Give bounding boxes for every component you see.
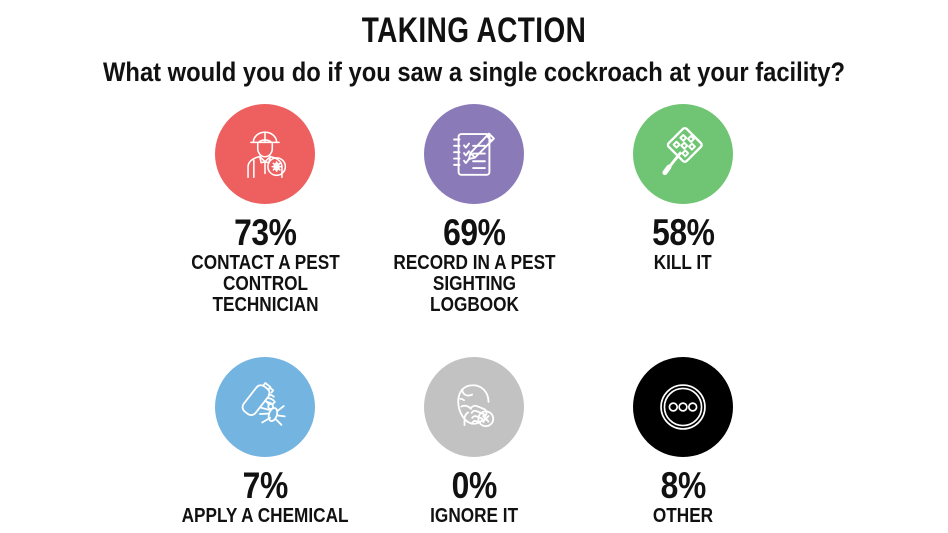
page-title: TAKING ACTION	[361, 11, 587, 50]
page-subtitle: What would you do if you saw a single co…	[103, 57, 845, 87]
icon-circle-other	[633, 357, 733, 458]
answer-label: APPLY A CHEMICAL	[181, 505, 349, 528]
icon-circle-kill-it	[633, 104, 733, 204]
spray-can-bug-icon	[235, 377, 295, 437]
answer-item-contact-technician: 73% CONTACT A PEST CONTROL TECHNICIAN	[163, 104, 368, 316]
answers-row-1: 73% CONTACT A PEST CONTROL TECHNICIAN	[0, 104, 948, 316]
answer-item-ignore-it: 0% IGNORE IT	[372, 357, 577, 527]
icon-circle-apply-chemical	[215, 357, 315, 458]
answer-percent: 69%	[442, 212, 506, 253]
answer-item-kill-it: 58% KILL IT	[581, 104, 786, 274]
answer-label: RECORD IN A PEST SIGHTING LOGBOOK	[392, 252, 556, 317]
answer-percent: 73%	[233, 212, 297, 253]
icon-circle-ignore-it	[424, 357, 524, 458]
answer-label: OTHER	[652, 505, 714, 528]
answer-percent: 0%	[451, 465, 497, 507]
logbook-pen-icon	[445, 125, 503, 183]
answer-percent: 58%	[651, 212, 715, 253]
answer-item-apply-chemical: 7% APPLY A CHEMICAL	[163, 357, 368, 527]
ellipsis-circle-icon	[656, 380, 710, 434]
answer-item-other: 8% OTHER	[581, 357, 786, 527]
answer-label: IGNORE IT	[430, 505, 518, 528]
fly-swatter-icon	[654, 125, 712, 183]
answer-percent: 7%	[242, 465, 288, 507]
answers-row-2: 7% APPLY A CHEMICAL	[0, 357, 948, 527]
answer-item-record-logbook: 69% RECORD IN A PEST SIGHTING LOGBOOK	[372, 104, 577, 316]
icon-circle-record-logbook	[424, 104, 524, 204]
icon-circle-contact-technician	[215, 104, 315, 204]
answers-grid: 73% CONTACT A PEST CONTROL TECHNICIAN	[0, 104, 948, 527]
answer-percent: 8%	[660, 465, 706, 507]
answer-label: KILL IT	[654, 252, 712, 275]
answer-label: CONTACT A PEST CONTROL TECHNICIAN	[190, 252, 340, 317]
pest-control-technician-icon	[234, 123, 296, 185]
ignore-face-hand-icon	[445, 378, 503, 436]
infographic-header: TAKING ACTION What would you do if you s…	[0, 0, 948, 86]
